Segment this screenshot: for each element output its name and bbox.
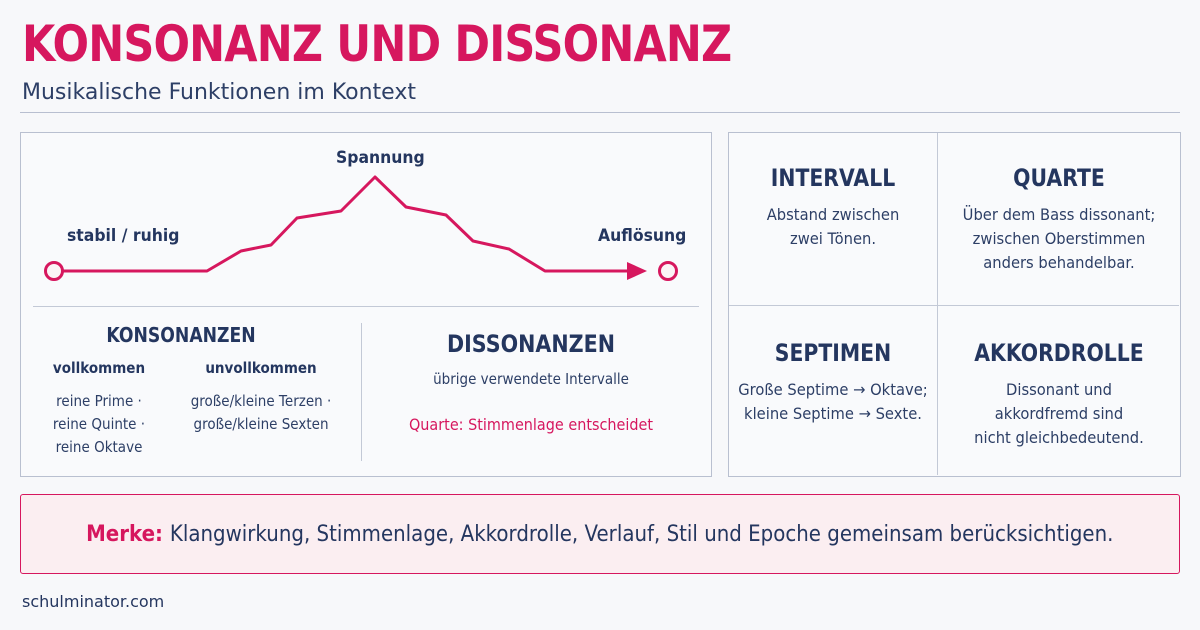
dissonanzen-note: Quarte: Stimmenlage entscheidet	[408, 415, 654, 434]
card-line: zwei Tönen.	[789, 229, 877, 248]
card-septimen: SEPTIMEN Große Septime → Oktave; kleine …	[729, 338, 937, 426]
merke-box: Merke: Klangwirkung, Stimmenlage, Akkord…	[20, 494, 1180, 574]
label-aufloesung: Auflösung	[598, 226, 687, 246]
card-line: Große Septime → Oktave;	[738, 380, 928, 399]
card-heading: AKKORDROLLE	[974, 339, 1144, 367]
merke-text: Klangwirkung, Stimmenlage, Akkordrolle, …	[170, 521, 1114, 547]
card-line: nicht gleichbedeutend.	[974, 428, 1144, 447]
dissonanzen-heading: DISSONANZEN	[446, 330, 616, 358]
end-point-icon	[658, 261, 678, 281]
grid-divider-vertical	[937, 133, 938, 475]
card-line: anders behandelbar.	[983, 253, 1135, 272]
konsonanzen-heading: KONSONANZEN	[106, 323, 256, 347]
unvollkommen-column: unvollkommen große/kleine Terzen · große…	[171, 359, 351, 436]
arrow-head-icon	[627, 262, 647, 280]
label-spannung: Spannung	[336, 148, 425, 168]
header-divider	[20, 112, 1180, 113]
card-heading: QUARTE	[1013, 164, 1105, 192]
footer-source: schulminator.com	[22, 592, 165, 611]
dissonanzen-text: übrige verwendete Intervalle	[433, 370, 629, 388]
card-akkordrolle: AKKORDROLLE Dissonant und akkordfremd si…	[938, 338, 1180, 450]
start-point-icon	[44, 261, 64, 281]
tension-curve	[44, 175, 678, 281]
vollkommen-line: reine Quinte ·	[52, 415, 146, 433]
card-intervall: INTERVALL Abstand zwischen zwei Tönen.	[729, 163, 937, 251]
grid-divider-horizontal	[729, 305, 1179, 306]
card-line: Abstand zwischen	[766, 205, 900, 224]
page-title: KONSONANZ UND DISSONANZ	[22, 15, 732, 73]
card-quarte: QUARTE Über dem Bass dissonant; zwischen…	[938, 163, 1180, 275]
unvollkommen-heading: unvollkommen	[205, 359, 317, 377]
card-line: Dissonant und	[1006, 380, 1112, 399]
right-panel: INTERVALL Abstand zwischen zwei Tönen. Q…	[728, 132, 1181, 477]
left-panel: stabil / ruhig Spannung Auflösung KONSON…	[20, 132, 712, 477]
vollkommen-line: reine Oktave	[55, 438, 143, 456]
card-line: zwischen Oberstimmen	[972, 229, 1146, 248]
dissonanzen-column: DISSONANZEN übrige verwendete Intervalle…	[366, 330, 696, 436]
unvollkommen-line: große/kleine Sexten	[193, 415, 329, 433]
page-subtitle: Musikalische Funktionen im Kontext	[22, 80, 416, 105]
tension-line	[61, 175, 633, 273]
label-stabil: stabil / ruhig	[67, 226, 180, 246]
curve-divider	[33, 306, 699, 307]
card-line: Über dem Bass dissonant;	[962, 205, 1156, 224]
unvollkommen-line: große/kleine Terzen ·	[190, 392, 332, 410]
merke-label: Merke:	[86, 521, 171, 547]
vollkommen-heading: vollkommen	[52, 359, 146, 377]
column-divider	[361, 323, 362, 461]
card-heading: INTERVALL	[770, 164, 896, 192]
vollkommen-column: vollkommen reine Prime · reine Quinte · …	[21, 359, 177, 459]
card-line: akkordfremd sind	[994, 404, 1124, 423]
card-heading: SEPTIMEN	[774, 339, 892, 367]
card-line: kleine Septime → Sexte.	[744, 404, 922, 423]
vollkommen-line: reine Prime ·	[56, 392, 142, 410]
